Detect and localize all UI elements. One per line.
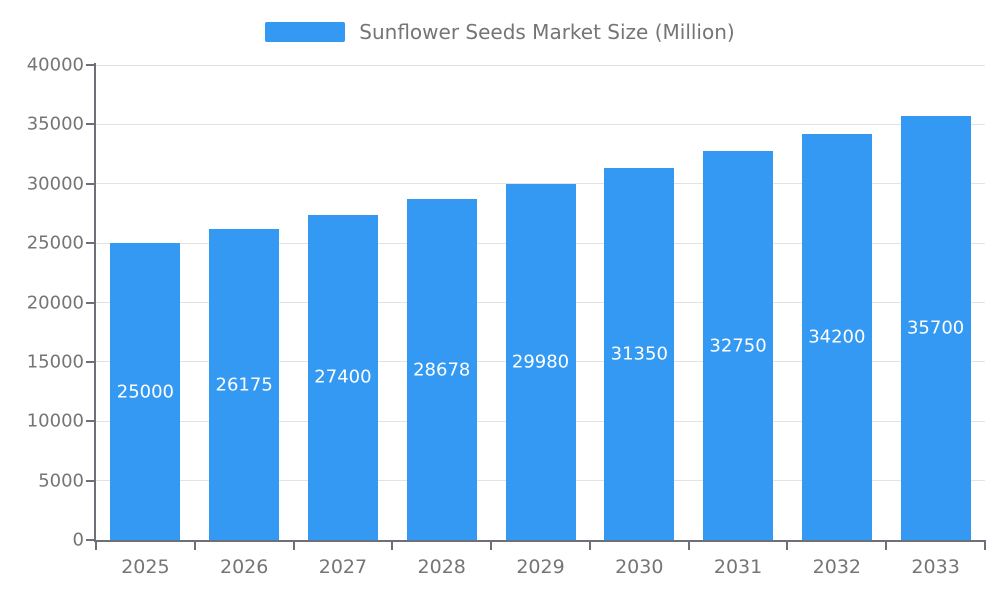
bar-2025[interactable]: 25000	[110, 243, 181, 540]
bar-value-label: 35700	[906, 317, 965, 339]
y-axis-tick	[86, 242, 94, 245]
y-axis-tick	[86, 301, 94, 304]
x-axis-tick	[687, 542, 690, 550]
y-axis-label: 35000	[26, 113, 84, 135]
x-axis-label: 2033	[911, 556, 960, 578]
y-axis-tick	[86, 123, 94, 126]
x-axis-label: 2029	[516, 556, 565, 578]
bar-2029[interactable]: 29980	[505, 183, 576, 540]
bar-2033[interactable]: 35700	[900, 116, 971, 540]
y-axis-label: 15000	[26, 351, 84, 373]
gridline	[96, 123, 985, 125]
x-axis-label: 2030	[615, 556, 664, 578]
y-axis-label: 10000	[26, 410, 84, 432]
x-axis-label: 2028	[417, 556, 466, 578]
x-axis-tick	[193, 542, 196, 550]
y-axis-tick	[86, 479, 94, 482]
bar-value-label: 32750	[709, 335, 767, 357]
bar-2027[interactable]: 27400	[307, 214, 378, 540]
x-axis-tick	[786, 542, 789, 550]
y-axis-label: 30000	[26, 173, 84, 195]
legend-swatch-icon	[265, 22, 346, 42]
bar-value-label: 29980	[511, 351, 570, 373]
bar-value-label: 27400	[314, 366, 372, 388]
x-axis-tick	[984, 542, 986, 550]
y-axis-tick	[86, 420, 94, 423]
bar-2032[interactable]: 34200	[801, 133, 872, 540]
legend[interactable]: Sunflower Seeds Market Size (Million)	[0, 20, 1000, 44]
x-axis-line	[94, 540, 986, 542]
gridline	[96, 64, 985, 66]
bar-value-label: 25000	[116, 381, 175, 403]
y-axis-label: 0	[72, 529, 84, 551]
y-axis-tick	[86, 360, 94, 363]
legend-label: Sunflower Seeds Market Size (Million)	[359, 20, 735, 44]
y-axis-label: 5000	[38, 470, 84, 492]
x-axis-tick	[292, 542, 295, 550]
y-axis-line	[94, 63, 96, 542]
y-axis-tick	[86, 64, 94, 66]
x-axis-label: 2026	[219, 556, 269, 578]
x-axis-tick	[95, 542, 97, 550]
y-axis-tick	[86, 182, 94, 185]
bar-value-label: 31350	[610, 343, 668, 365]
bar-2030[interactable]: 31350	[604, 167, 675, 540]
y-axis-label: 40000	[26, 54, 84, 76]
bar-value-label: 34200	[808, 326, 866, 348]
bar-value-label: 26175	[215, 374, 273, 396]
bar-2031[interactable]: 32750	[703, 151, 774, 540]
x-axis-label: 2025	[121, 556, 170, 578]
y-axis-tick	[86, 539, 94, 541]
bar-2028[interactable]: 28678	[406, 199, 477, 540]
x-axis-label: 2032	[812, 556, 862, 578]
x-axis-tick	[391, 542, 394, 550]
gridline	[96, 183, 985, 185]
x-axis-tick	[885, 542, 888, 550]
x-axis-tick	[490, 542, 493, 550]
y-axis-label: 20000	[26, 292, 84, 313]
x-axis-label: 2031	[713, 556, 763, 578]
y-axis-label: 25000	[26, 232, 84, 254]
x-axis-label: 2027	[318, 556, 368, 578]
x-axis-tick	[588, 542, 591, 550]
bar-2026[interactable]: 26175	[209, 229, 280, 540]
bar-value-label: 28678	[413, 359, 471, 381]
